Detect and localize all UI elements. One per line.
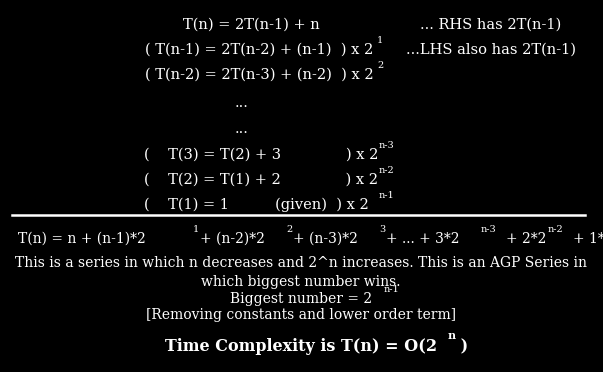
Text: n-2: n-2 xyxy=(548,225,564,234)
Text: + (n-3)*2: + (n-3)*2 xyxy=(293,232,358,246)
Text: [Removing constants and lower order term]: [Removing constants and lower order term… xyxy=(146,308,456,322)
Text: n-3: n-3 xyxy=(379,141,395,150)
Text: ...: ... xyxy=(235,122,249,136)
Text: n-2: n-2 xyxy=(379,166,395,175)
Text: T(n) = 2T(n-1) + n: T(n) = 2T(n-1) + n xyxy=(183,18,320,32)
Text: n: n xyxy=(448,330,456,341)
Text: ...LHS also has 2T(n-1): ...LHS also has 2T(n-1) xyxy=(406,43,576,57)
Text: 3: 3 xyxy=(379,225,385,234)
Text: ( T(n-1) = 2T(n-2) + (n-1)  ) x 2: ( T(n-1) = 2T(n-2) + (n-1) ) x 2 xyxy=(145,43,373,57)
Text: ( T(n-2) = 2T(n-3) + (n-2)  ) x 2: ( T(n-2) = 2T(n-3) + (n-2) ) x 2 xyxy=(145,68,374,82)
Text: n-3: n-3 xyxy=(481,225,497,234)
Text: ... RHS has 2T(n-1): ... RHS has 2T(n-1) xyxy=(420,18,561,32)
Text: ): ) xyxy=(455,338,468,355)
Text: 2: 2 xyxy=(377,61,384,70)
Text: + (n-2)*2: + (n-2)*2 xyxy=(200,232,265,246)
Text: Biggest number = 2: Biggest number = 2 xyxy=(230,292,372,306)
Text: 1: 1 xyxy=(377,36,384,45)
Text: + 1*2: + 1*2 xyxy=(573,232,603,246)
Text: Time Complexity is T(n) = O(2: Time Complexity is T(n) = O(2 xyxy=(165,338,437,355)
Text: + 2*2: + 2*2 xyxy=(506,232,546,246)
Text: (    T(2) = T(1) + 2              ) x 2: ( T(2) = T(1) + 2 ) x 2 xyxy=(144,173,378,187)
Text: T(n) = n + (n-1)*2: T(n) = n + (n-1)*2 xyxy=(18,232,146,246)
Text: (    T(3) = T(2) + 3              ) x 2: ( T(3) = T(2) + 3 ) x 2 xyxy=(144,148,378,162)
Text: n-1: n-1 xyxy=(379,191,395,200)
Text: ...: ... xyxy=(235,96,249,110)
Text: This is a series in which n decreases and 2^n increases. This is an AGP Series i: This is a series in which n decreases an… xyxy=(15,256,587,270)
Text: 1: 1 xyxy=(193,225,199,234)
Text: (    T(1) = 1          (given)  ) x 2: ( T(1) = 1 (given) ) x 2 xyxy=(144,198,369,212)
Text: n-1: n-1 xyxy=(384,285,400,294)
Text: + ... + 3*2: + ... + 3*2 xyxy=(386,232,459,246)
Text: which biggest number wins.: which biggest number wins. xyxy=(201,275,401,289)
Text: 2: 2 xyxy=(286,225,292,234)
